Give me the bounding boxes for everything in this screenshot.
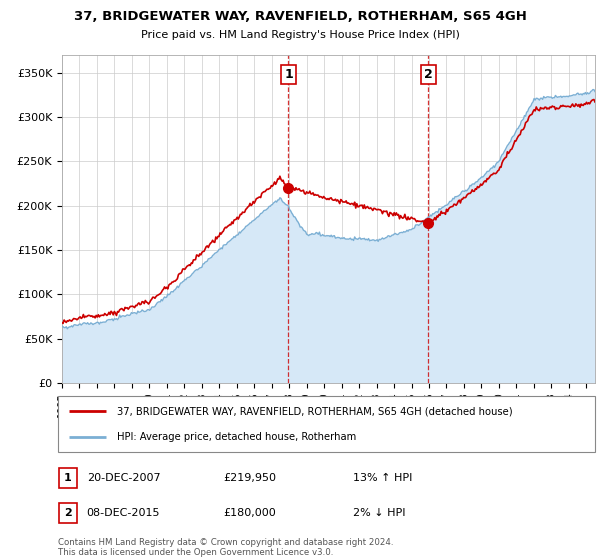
Text: £219,950: £219,950 — [224, 473, 277, 483]
Text: 13% ↑ HPI: 13% ↑ HPI — [353, 473, 413, 483]
Text: 37, BRIDGEWATER WAY, RAVENFIELD, ROTHERHAM, S65 4GH (detached house): 37, BRIDGEWATER WAY, RAVENFIELD, ROTHERH… — [117, 406, 512, 416]
Text: Contains HM Land Registry data © Crown copyright and database right 2024.
This d: Contains HM Land Registry data © Crown c… — [58, 538, 394, 557]
FancyBboxPatch shape — [59, 503, 77, 523]
Text: 1: 1 — [64, 473, 72, 483]
Text: 2: 2 — [64, 508, 72, 518]
Text: 1: 1 — [284, 68, 293, 81]
Text: HPI: Average price, detached house, Rotherham: HPI: Average price, detached house, Roth… — [117, 432, 356, 442]
Text: 2: 2 — [424, 68, 433, 81]
Text: 20-DEC-2007: 20-DEC-2007 — [86, 473, 160, 483]
Text: 2% ↓ HPI: 2% ↓ HPI — [353, 508, 406, 518]
Text: 08-DEC-2015: 08-DEC-2015 — [86, 508, 160, 518]
Text: £180,000: £180,000 — [224, 508, 277, 518]
FancyBboxPatch shape — [58, 396, 595, 452]
Text: 37, BRIDGEWATER WAY, RAVENFIELD, ROTHERHAM, S65 4GH: 37, BRIDGEWATER WAY, RAVENFIELD, ROTHERH… — [74, 10, 526, 23]
Text: Price paid vs. HM Land Registry's House Price Index (HPI): Price paid vs. HM Land Registry's House … — [140, 30, 460, 40]
FancyBboxPatch shape — [59, 468, 77, 488]
